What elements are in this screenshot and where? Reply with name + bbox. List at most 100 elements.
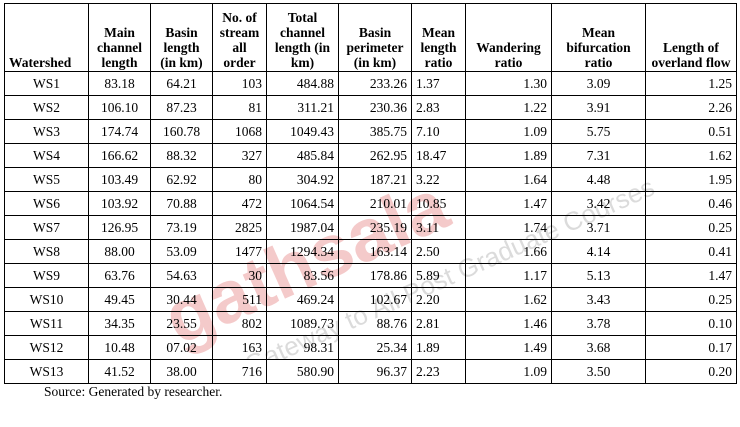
table-row: WS5 103.49 62.92 80 304.92 187.21 3.22 1.64 4.48…	[4, 167, 737, 192]
table-row: WS4 166.62 88.32 327 485.84 262.95 18.47 1.89 7.…	[4, 143, 737, 168]
cell-total-channel-length: 304.92	[266, 167, 339, 192]
cell-overland-flow-length: 1.47	[645, 263, 737, 288]
cell-overland-flow-length: 0.10	[645, 311, 737, 336]
header-basin-length: Basin length (in km)	[150, 3, 213, 72]
cell-mean-length-ratio: 3.11	[411, 215, 466, 240]
cell-basin-length: 30.44	[150, 287, 213, 312]
cell-basin-length: 160.78	[150, 119, 213, 144]
cell-basin-length: 38.00	[150, 359, 213, 384]
cell-main-channel-length: 103.92	[88, 191, 151, 216]
table-row: WS8 88.00 53.09 1477 1294.34 163.14 2.50 1.66 4.…	[4, 239, 737, 264]
cell-main-channel-length: 34.35	[88, 311, 151, 336]
cell-stream-count: 327	[212, 143, 267, 168]
cell-mean-length-ratio: 1.37	[411, 71, 466, 96]
cell-watershed: WS4	[4, 143, 89, 168]
cell-basin-perimeter: 25.34	[338, 335, 412, 360]
cell-mean-bifurcation-ratio: 7.31	[551, 143, 646, 168]
header-watershed: Watershed	[4, 3, 89, 72]
cell-main-channel-length: 83.18	[88, 71, 151, 96]
cell-overland-flow-length: 1.62	[645, 143, 737, 168]
header-total-channel-length: Total channel length (in km)	[266, 3, 339, 72]
cell-main-channel-length: 88.00	[88, 239, 151, 264]
cell-basin-perimeter: 178.86	[338, 263, 412, 288]
cell-mean-length-ratio: 3.22	[411, 167, 466, 192]
cell-basin-length: 23.55	[150, 311, 213, 336]
cell-basin-perimeter: 235.19	[338, 215, 412, 240]
cell-stream-count: 716	[212, 359, 267, 384]
cell-basin-perimeter: 230.36	[338, 95, 412, 120]
cell-mean-length-ratio: 2.23	[411, 359, 466, 384]
cell-mean-bifurcation-ratio: 3.71	[551, 215, 646, 240]
source-note: Source: Generated by researcher.	[44, 384, 223, 399]
table-row: WS2 106.10 87.23 81 311.21 230.36 2.83 1.22 3.91…	[4, 95, 737, 120]
cell-basin-length: 64.21	[150, 71, 213, 96]
cell-stream-count: 103	[212, 71, 267, 96]
cell-watershed: WS10	[4, 287, 89, 312]
table-row: WS13 41.52 38.00 716 580.90 96.37 2.23 1.09 3.50…	[4, 359, 737, 384]
cell-mean-length-ratio: 18.47	[411, 143, 466, 168]
cell-wandering-ratio: 1.22	[465, 95, 552, 120]
header-basin-perimeter: Basin perimeter (in km)	[338, 3, 412, 72]
cell-basin-length: 73.19	[150, 215, 213, 240]
cell-stream-count: 1477	[212, 239, 267, 264]
cell-watershed: WS13	[4, 359, 89, 384]
cell-wandering-ratio: 1.89	[465, 143, 552, 168]
cell-stream-count: 163	[212, 335, 267, 360]
cell-basin-perimeter: 233.26	[338, 71, 412, 96]
cell-total-channel-length: 1064.54	[266, 191, 339, 216]
cell-main-channel-length: 10.48	[88, 335, 151, 360]
header-mean-bifurcation-ratio: Mean bifurcation ratio	[551, 3, 646, 72]
cell-stream-count: 511	[212, 287, 267, 312]
cell-watershed: WS8	[4, 239, 89, 264]
cell-main-channel-length: 126.95	[88, 215, 151, 240]
cell-total-channel-length: 1089.73	[266, 311, 339, 336]
cell-basin-perimeter: 96.37	[338, 359, 412, 384]
cell-main-channel-length: 174.74	[88, 119, 151, 144]
table-row: WS1 83.18 64.21 103 484.88 233.26 1.37 1.30 3.09…	[4, 71, 737, 96]
cell-watershed: WS9	[4, 263, 89, 288]
cell-watershed: WS2	[4, 95, 89, 120]
cell-main-channel-length: 41.52	[88, 359, 151, 384]
cell-wandering-ratio: 1.09	[465, 119, 552, 144]
cell-watershed: WS5	[4, 167, 89, 192]
table-row: WS7 126.95 73.19 2825 1987.04 235.19 3.11 1.74 3…	[4, 215, 737, 240]
cell-watershed: WS3	[4, 119, 89, 144]
cell-wandering-ratio: 1.17	[465, 263, 552, 288]
cell-overland-flow-length: 0.20	[645, 359, 737, 384]
table-row: WS11 34.35 23.55 802 1089.73 88.76 2.81 1.46 3.7…	[4, 311, 737, 336]
cell-total-channel-length: 469.24	[266, 287, 339, 312]
cell-stream-count: 80	[212, 167, 267, 192]
cell-stream-count: 802	[212, 311, 267, 336]
cell-mean-length-ratio: 1.89	[411, 335, 466, 360]
cell-basin-length: 54.63	[150, 263, 213, 288]
cell-overland-flow-length: 0.51	[645, 119, 737, 144]
cell-watershed: WS7	[4, 215, 89, 240]
cell-basin-length: 07.02	[150, 335, 213, 360]
cell-mean-bifurcation-ratio: 4.48	[551, 167, 646, 192]
cell-total-channel-length: 1987.04	[266, 215, 339, 240]
cell-wandering-ratio: 1.49	[465, 335, 552, 360]
cell-mean-bifurcation-ratio: 4.14	[551, 239, 646, 264]
cell-mean-bifurcation-ratio: 3.50	[551, 359, 646, 384]
cell-basin-length: 53.09	[150, 239, 213, 264]
cell-total-channel-length: 98.31	[266, 335, 339, 360]
cell-mean-length-ratio: 7.10	[411, 119, 466, 144]
watershed-morphometry-table: Watershed Main channel length Basin leng…	[4, 3, 737, 384]
cell-wandering-ratio: 1.64	[465, 167, 552, 192]
cell-wandering-ratio: 1.47	[465, 191, 552, 216]
cell-total-channel-length: 485.84	[266, 143, 339, 168]
cell-total-channel-length: 484.88	[266, 71, 339, 96]
header-wandering-ratio: Wandering ratio	[465, 3, 552, 72]
cell-watershed: WS11	[4, 311, 89, 336]
cell-main-channel-length: 106.10	[88, 95, 151, 120]
cell-overland-flow-length: 0.25	[645, 215, 737, 240]
cell-basin-perimeter: 102.67	[338, 287, 412, 312]
cell-mean-bifurcation-ratio: 3.42	[551, 191, 646, 216]
cell-main-channel-length: 103.49	[88, 167, 151, 192]
cell-mean-bifurcation-ratio: 5.13	[551, 263, 646, 288]
cell-overland-flow-length: 1.95	[645, 167, 737, 192]
cell-mean-bifurcation-ratio: 3.68	[551, 335, 646, 360]
cell-basin-perimeter: 210.01	[338, 191, 412, 216]
cell-basin-perimeter: 187.21	[338, 167, 412, 192]
cell-overland-flow-length: 2.26	[645, 95, 737, 120]
